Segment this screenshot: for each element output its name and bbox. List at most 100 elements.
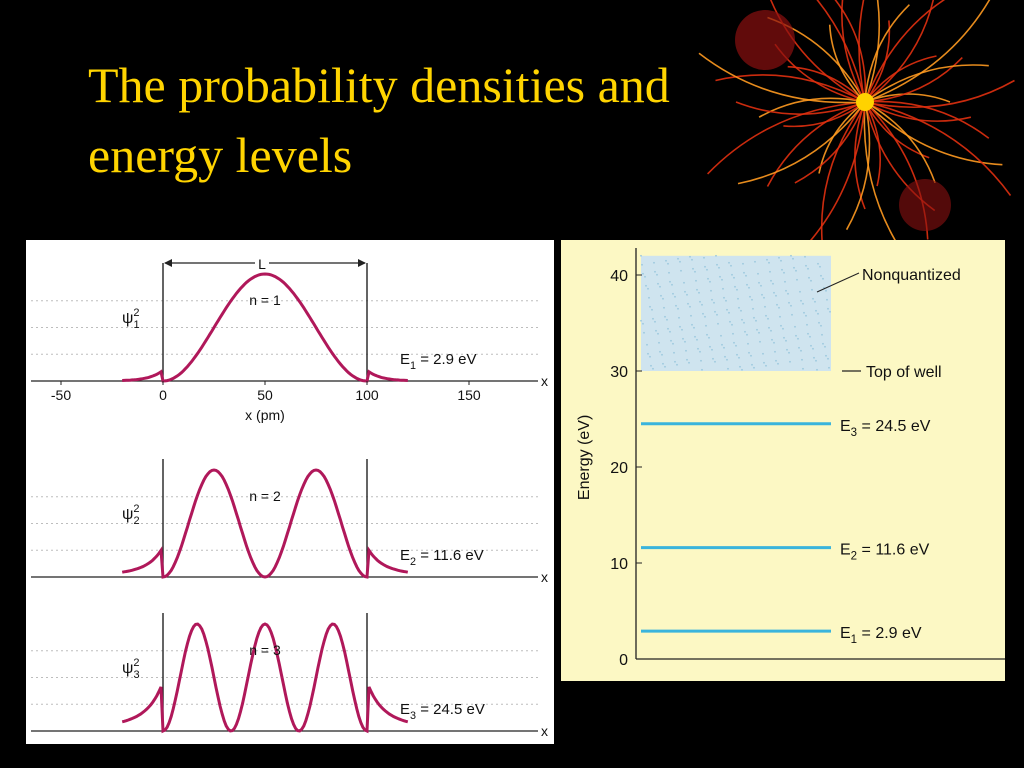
nonquantized-speckle [640, 254, 642, 257]
burst-ray [766, 101, 866, 187]
nonquantized-speckle [702, 312, 704, 315]
nonquantized-speckle [745, 274, 747, 277]
nonquantized-speckle [761, 293, 763, 296]
nonquantized-speckle [650, 364, 652, 367]
burst-ray [841, 0, 866, 103]
nonquantized-speckle [692, 267, 694, 270]
nonquantized-speckle [783, 271, 785, 274]
y-tick-label: 40 [610, 268, 628, 285]
nonquantized-speckle [723, 296, 725, 299]
nonquantized-speckle [816, 368, 818, 371]
nonquantized-speckle [662, 297, 664, 300]
nonquantized-speckle [765, 314, 767, 317]
nonquantized-speckle [732, 332, 734, 335]
width-label-backdrop [255, 254, 269, 272]
left-panel-background [26, 240, 554, 744]
nonquantized-speckle [680, 269, 682, 272]
nonquantized-speckle [704, 265, 706, 268]
x-axis-title: x (pm) [245, 407, 285, 423]
nonquantized-speckle [684, 340, 686, 343]
nonquantized-speckle [642, 272, 644, 275]
nonquantized-speckle [649, 355, 651, 358]
nonquantized-speckle [795, 269, 797, 272]
probability-panel-n2: x ψ2 2 n = 2 E2 = 11.6 eV [31, 459, 548, 585]
nonquantized-speckle [712, 357, 714, 360]
nonquantized-speckle [828, 366, 830, 369]
nonquantized-speckle [729, 320, 731, 323]
x-tick-label: -50 [51, 387, 71, 403]
nonquantized-speckle [766, 258, 768, 261]
nonquantized-speckle [754, 260, 756, 263]
nonquantized-speckle [802, 367, 804, 370]
nonquantized-speckle [726, 358, 728, 361]
nonquantized-speckle [646, 343, 648, 346]
nonquantized-speckle [652, 367, 654, 370]
nonquantized-speckle [738, 306, 740, 309]
nonquantized-speckle [728, 261, 730, 264]
nonquantized-speckle [645, 284, 647, 287]
y-tick-label: 10 [610, 556, 628, 573]
burst-ray [864, 101, 936, 184]
nonquantized-speckle [674, 360, 676, 363]
energy-label: E3 = 24.5 eV [400, 701, 485, 722]
nonquantized-speckle [677, 307, 679, 310]
nonquantized-speckle [775, 294, 777, 297]
nonquantized-speckle [677, 257, 679, 260]
nonquantized-speckle [792, 257, 794, 260]
nonquantized-speckle [758, 331, 760, 334]
burst-ray [864, 79, 1015, 109]
probability-panel-n3: x ψ2 3 n = 3 E3 = 24.5 eV [31, 613, 548, 739]
burst-ray [816, 0, 866, 103]
nonquantized-speckle [656, 273, 658, 276]
nonquantized-speckle [793, 266, 795, 269]
nonquantized-speckle [659, 285, 661, 288]
probability-density-chart: x ψ2 1 n = 1 E1 = 2.9 eV x ψ2 2 n = 2 E2 = 11.6 e… [26, 240, 554, 744]
burst-ray [864, 0, 991, 103]
x-axis-end-label: x [541, 373, 548, 389]
nonquantized-speckle [654, 320, 656, 323]
nonquantized-speckle [744, 330, 746, 333]
burst-ray [845, 101, 871, 231]
nonquantized-speckle [817, 312, 819, 315]
nonquantized-speckle [815, 359, 817, 362]
burst-ray [864, 0, 935, 103]
nonquantized-speckle [769, 270, 771, 273]
nonquantized-speckle [695, 279, 697, 282]
nonquantized-speckle [675, 304, 677, 307]
width-arrow-head-left [164, 259, 172, 267]
nonquantized-speckle [758, 281, 760, 284]
x-tick-label: 50 [257, 387, 273, 403]
nonquantized-speckle [809, 335, 811, 338]
nonquantized-speckle [747, 342, 749, 345]
nonquantized-speckle [665, 259, 667, 262]
nonquantized-speckle [687, 302, 689, 305]
burst-ray [863, 101, 896, 240]
well-width-label: L [258, 256, 266, 272]
x-axis-end-label: x [541, 569, 548, 585]
nonquantized-speckle [658, 341, 660, 344]
burst-ray [864, 101, 882, 187]
nonquantized-speckle [690, 314, 692, 317]
nonquantized-speckle [779, 315, 781, 318]
nonquantized-speckle [672, 342, 674, 345]
nonquantized-speckle [810, 344, 812, 347]
nonquantized-speckle [707, 277, 709, 280]
nonquantized-speckle [663, 306, 665, 309]
nonquantized-speckle [679, 260, 681, 263]
nonquantized-speckle [782, 327, 784, 330]
nonquantized-speckle [808, 276, 810, 279]
probability-curve-n3 [121, 622, 409, 734]
nonquantized-speckle [664, 315, 666, 318]
burst-ray [820, 101, 866, 240]
nonquantized-speckle [693, 326, 695, 329]
nonquantized-speckle [776, 303, 778, 306]
nonquantized-speckle [812, 297, 814, 300]
nonquantized-speckle [713, 301, 715, 304]
psi-squared-label: ψ2 1 [122, 307, 140, 331]
nonquantized-speckle [805, 314, 807, 317]
nonquantized-speckle [752, 307, 754, 310]
nonquantized-speckle [819, 265, 821, 268]
y-tick-label: 0 [619, 652, 628, 669]
slide-title: The probability densities and energy lev… [88, 50, 808, 190]
quantum-number-label: n = 3 [249, 642, 281, 658]
